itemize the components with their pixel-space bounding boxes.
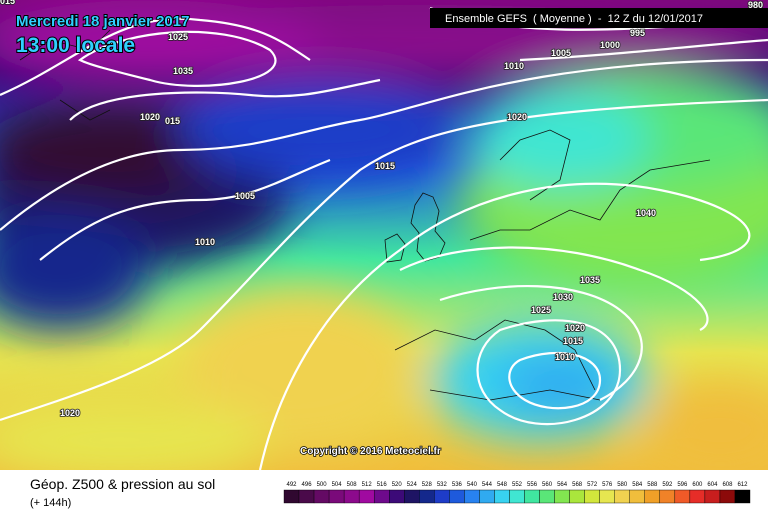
scale-swatch bbox=[734, 489, 751, 504]
map-field: 015 1025 1035 1020 015 1015 1005 1010 1020 980 995… bbox=[0, 0, 768, 470]
isobar-label: 1005 bbox=[235, 191, 255, 201]
scale-label: 568 bbox=[572, 482, 583, 488]
scale-label: 492 bbox=[287, 482, 298, 488]
scale-label: 588 bbox=[647, 482, 658, 488]
isobar-label: 1025 bbox=[531, 305, 551, 315]
scale-swatch bbox=[674, 489, 691, 504]
scale-label: 524 bbox=[407, 482, 418, 488]
isobar-label: 1035 bbox=[580, 275, 600, 285]
copyright: Copyright © 2016 Meteociel.fr bbox=[300, 446, 441, 457]
isobar-label: 1030 bbox=[553, 292, 573, 302]
scale-label: 612 bbox=[737, 482, 748, 488]
run-info: Ensemble GEFS ( Moyenne ) - 12 Z du 12/0… bbox=[445, 13, 703, 25]
isobar-label: 1015 bbox=[563, 336, 583, 346]
scale-swatch bbox=[599, 489, 615, 504]
scale-swatch bbox=[449, 489, 465, 504]
scale-swatch bbox=[494, 489, 510, 504]
isobar-label: 1000 bbox=[600, 40, 620, 50]
scale-label: 532 bbox=[437, 482, 448, 488]
scale-label: 560 bbox=[542, 482, 553, 488]
isobar-label: 980 bbox=[748, 0, 763, 10]
scale-label: 592 bbox=[662, 482, 673, 488]
scale-label: 496 bbox=[302, 482, 313, 488]
scale-swatch bbox=[343, 489, 360, 504]
isobar-label: 1010 bbox=[555, 352, 575, 362]
isobar-label: 015 bbox=[0, 0, 15, 6]
scale-swatch bbox=[313, 489, 330, 504]
scale-label: 604 bbox=[707, 482, 718, 488]
scale-swatch bbox=[358, 489, 375, 504]
isobar-labels: 015 1025 1035 1020 015 1015 1005 1010 1020 980 995… bbox=[0, 0, 764, 419]
run-info-box bbox=[430, 8, 768, 28]
scale-swatch bbox=[644, 489, 661, 504]
scale-swatch bbox=[704, 489, 721, 504]
scale-swatch bbox=[373, 489, 390, 504]
scale-label: 580 bbox=[617, 482, 628, 488]
scale-label: 576 bbox=[602, 482, 613, 488]
scale-swatch bbox=[584, 489, 600, 504]
scale-label: 512 bbox=[362, 482, 373, 488]
scale-label: 520 bbox=[392, 482, 403, 488]
isobar-label: 1015 bbox=[375, 161, 395, 171]
color-scale: 492 496 500 504 508 512 516 520 524 528 532 536 540 5… bbox=[283, 482, 751, 504]
isobar-label: 1035 bbox=[173, 66, 193, 76]
isobar-label: 1020 bbox=[507, 112, 527, 122]
scale-swatch bbox=[328, 489, 345, 504]
scale-swatch bbox=[539, 489, 555, 504]
scale-swatch bbox=[554, 489, 570, 504]
scale-swatch bbox=[629, 489, 645, 504]
scale-label: 504 bbox=[332, 482, 343, 488]
scale-swatch bbox=[509, 489, 525, 504]
coastlines bbox=[19, 29, 711, 401]
scale-label: 508 bbox=[347, 482, 358, 488]
isobar-label: 1005 bbox=[551, 48, 571, 58]
scale-swatch bbox=[689, 489, 706, 504]
scale-label: 516 bbox=[377, 482, 388, 488]
scale-label: 556 bbox=[527, 482, 538, 488]
scale-label: 608 bbox=[722, 482, 733, 488]
isobar-label: 1020 bbox=[565, 323, 585, 333]
scale-label: 584 bbox=[632, 482, 643, 488]
scale-label: 544 bbox=[482, 482, 493, 488]
scale-swatch bbox=[434, 489, 450, 504]
scale-label: 500 bbox=[317, 482, 328, 488]
isobar-label: 015 bbox=[165, 116, 180, 126]
scale-swatch bbox=[404, 489, 420, 504]
legend-title: Géop. Z500 & pression au sol bbox=[30, 476, 215, 492]
isobar-label: 1010 bbox=[195, 237, 215, 247]
scale-label: 528 bbox=[422, 482, 433, 488]
scale-swatch bbox=[419, 489, 435, 504]
scale-label: 536 bbox=[452, 482, 463, 488]
isobar-label: 1020 bbox=[140, 112, 160, 122]
scale-swatch bbox=[524, 489, 540, 504]
isobar-label: 1025 bbox=[168, 32, 188, 42]
scale-label: 596 bbox=[677, 482, 688, 488]
time-label: 13:00 locale bbox=[16, 34, 135, 57]
scale-label: 552 bbox=[512, 482, 523, 488]
scale-swatch bbox=[389, 489, 405, 504]
date-label: Mercredi 18 janvier 2017 bbox=[16, 13, 189, 30]
legend-subtitle: (+ 144h) bbox=[30, 497, 71, 509]
scale-label: 540 bbox=[467, 482, 478, 488]
isobars bbox=[0, 6, 768, 470]
scale-swatch bbox=[719, 489, 736, 504]
isobar-label: 1010 bbox=[504, 61, 524, 71]
scale-swatch bbox=[614, 489, 630, 504]
scale-swatch bbox=[569, 489, 585, 504]
scale-swatch bbox=[464, 489, 480, 504]
scale-swatch bbox=[479, 489, 495, 504]
scale-label: 572 bbox=[587, 482, 598, 488]
isobar-label: 1020 bbox=[60, 408, 80, 418]
scale-label: 564 bbox=[557, 482, 568, 488]
scale-label: 548 bbox=[497, 482, 508, 488]
scale-swatch bbox=[298, 489, 315, 504]
scale-swatch bbox=[659, 489, 676, 504]
scale-label: 600 bbox=[692, 482, 703, 488]
isobar-label: 995 bbox=[630, 28, 645, 38]
isobar-label: 1040 bbox=[636, 208, 656, 218]
scale-swatch bbox=[283, 489, 300, 504]
